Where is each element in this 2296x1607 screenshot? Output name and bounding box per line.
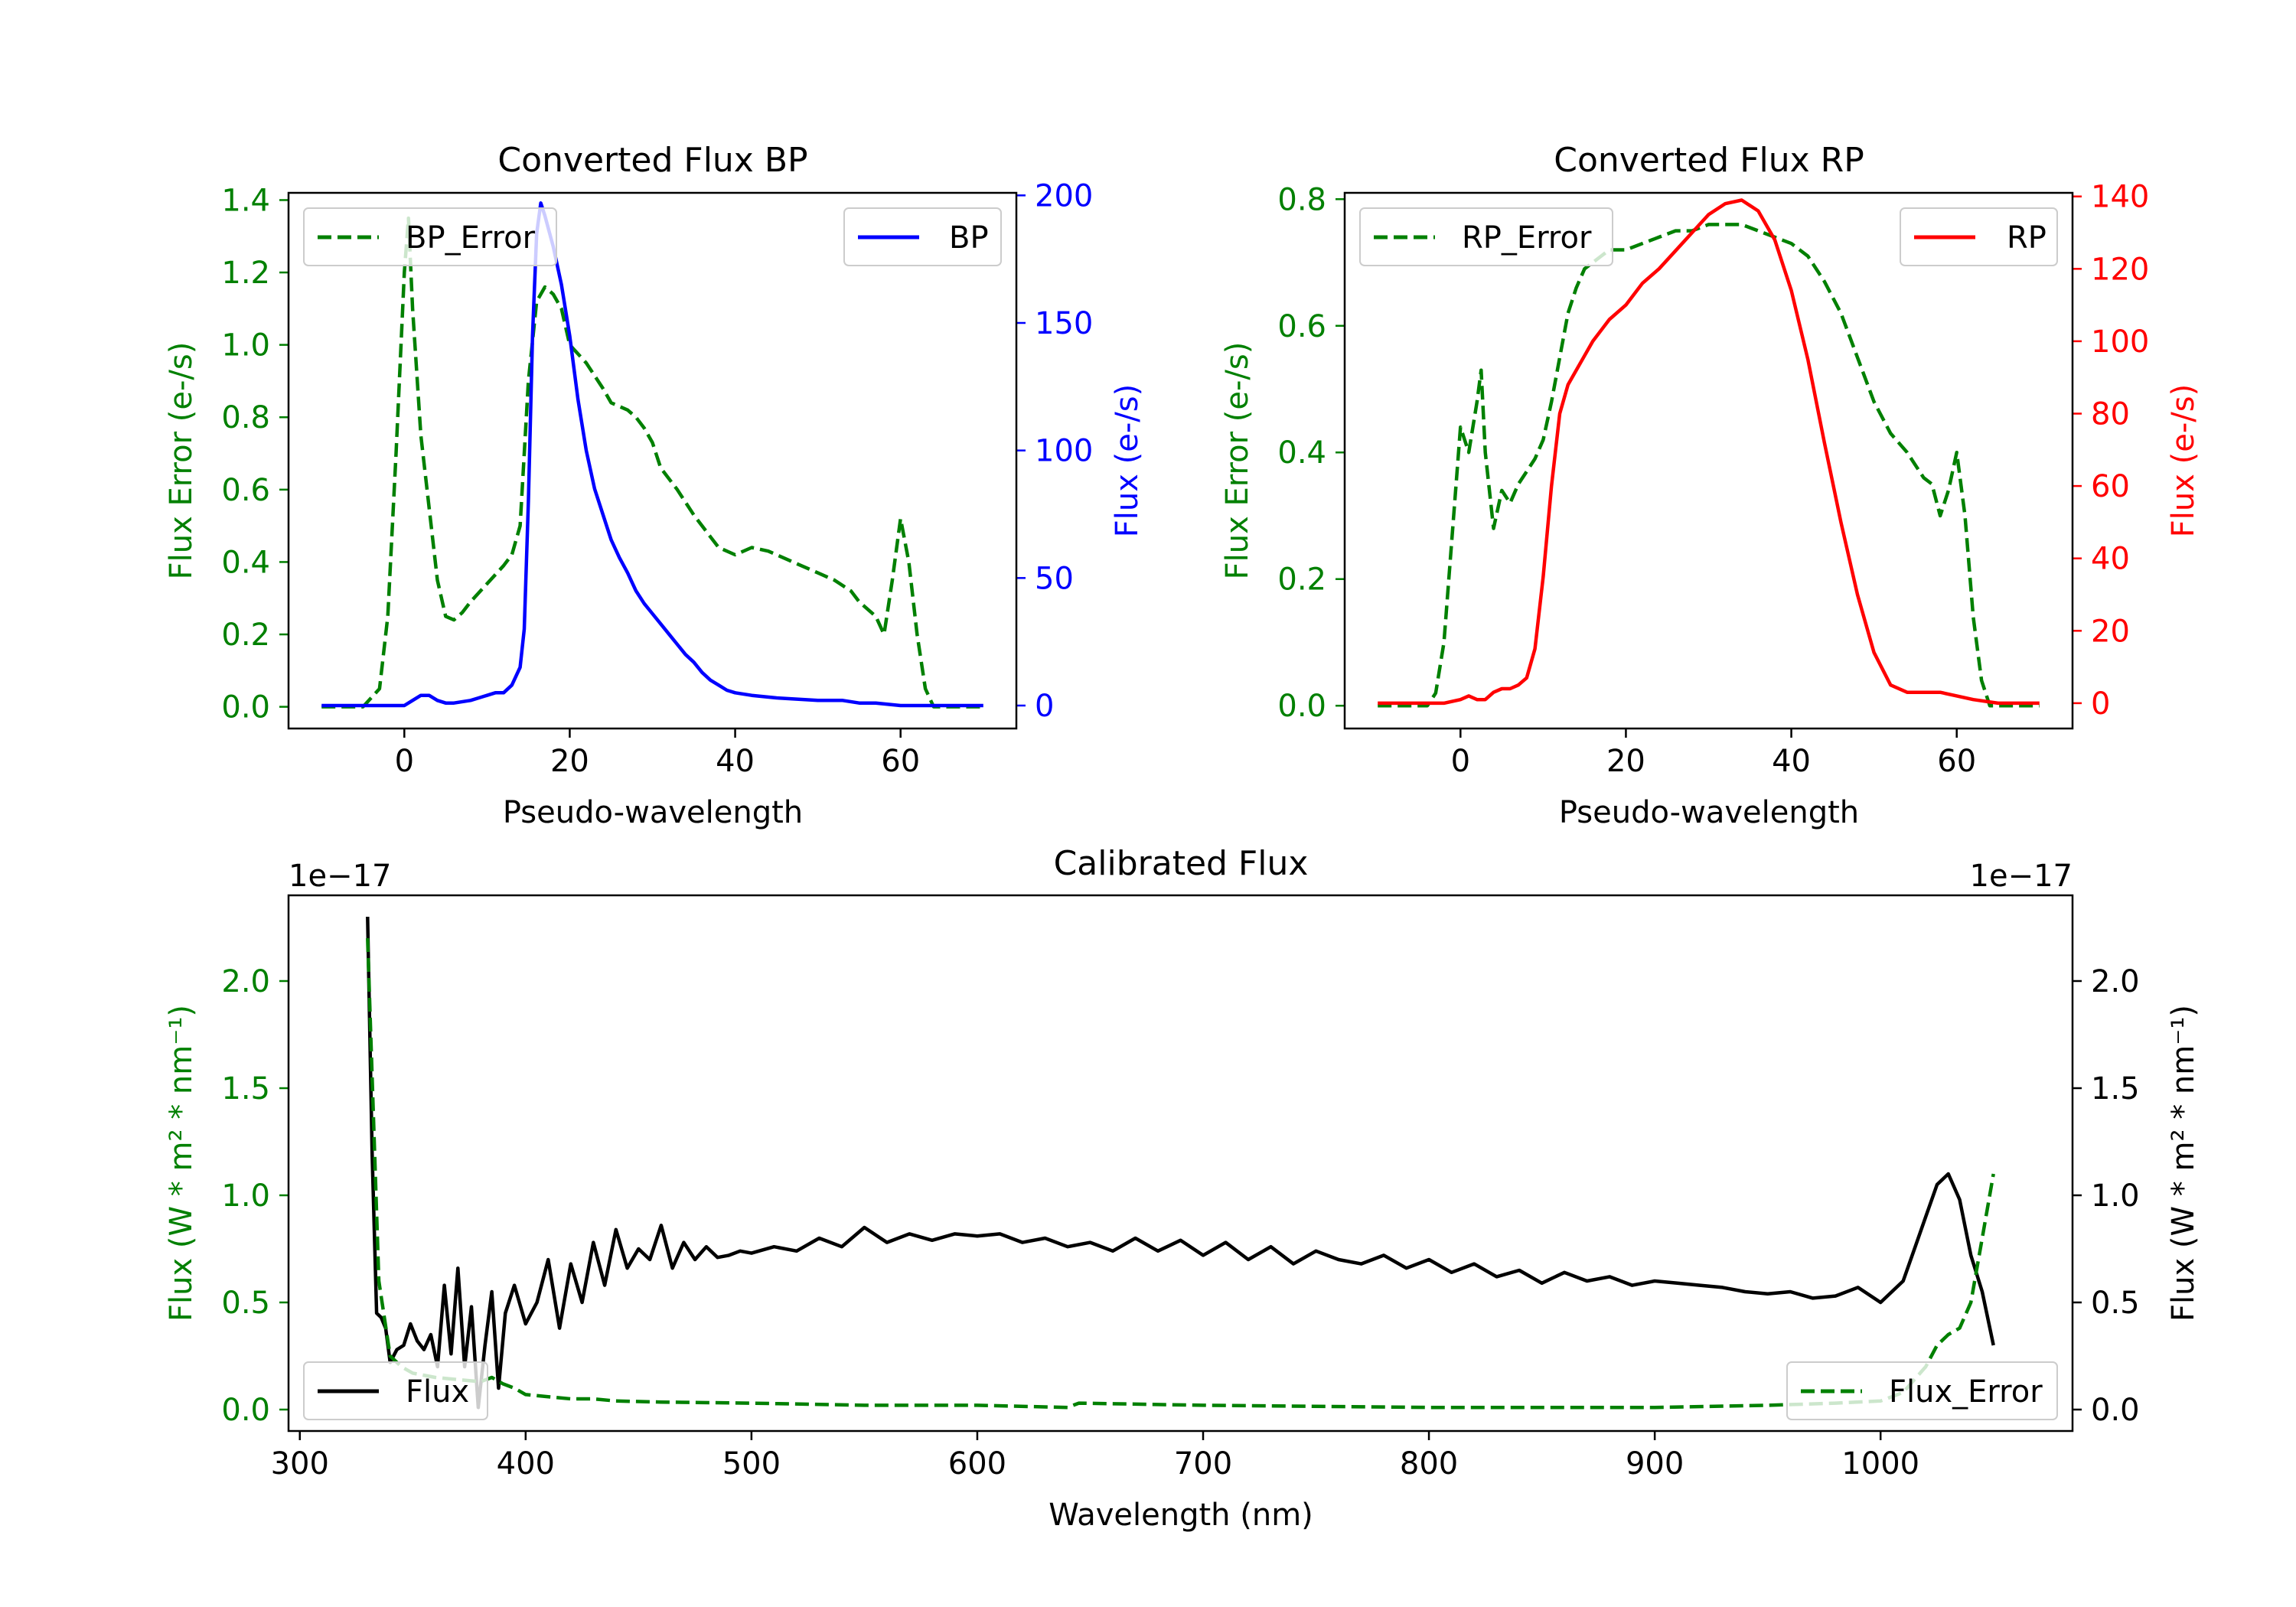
- series-line-flux-error: [366, 937, 1995, 1410]
- axes-frame-bp: [287, 191, 1018, 730]
- y-tick-label-left-calibrated: 2.0: [221, 964, 270, 999]
- y-tick-label-right-bp: 100: [1035, 434, 1093, 469]
- panel-rp: Converted Flux RP 0 20 40 60 0.0 0.2 0.4 0.6 0.8…: [1220, 141, 2201, 830]
- ylabel-left-calibrated: Flux (W * m² * nm⁻¹): [164, 1005, 199, 1322]
- y-tick-label-right-calibrated: 0.5: [2091, 1286, 2140, 1321]
- y-tick-label-right-rp: 100: [2091, 324, 2149, 360]
- x-tick-label-bp: 0: [395, 744, 414, 779]
- series-line-flux: [366, 916, 1995, 1410]
- x-tick-label-bp: 20: [550, 744, 589, 779]
- xlabel-calibrated: Wavelength (nm): [1049, 1498, 1313, 1533]
- offset-left-calibrated: 1e−17: [289, 859, 391, 894]
- y-tick-label-left-calibrated: 0.0: [221, 1393, 270, 1428]
- legend-rp: RP: [1900, 207, 2058, 266]
- y-tick-label-right-rp: 40: [2091, 542, 2130, 577]
- panel-calibrated: Calibrated Flux 300 400 500 600 700 800 900 100…: [164, 844, 2201, 1533]
- x-tick-label-rp: 0: [1451, 744, 1470, 779]
- legend-label-flux: Flux: [406, 1374, 469, 1410]
- xlabel-rp: Pseudo-wavelength: [1559, 795, 1859, 830]
- y-tick-label-right-calibrated: 1.5: [2091, 1071, 2140, 1107]
- y-tick-label-right-calibrated: 2.0: [2091, 964, 2140, 999]
- legend-label-rp-error: RP_Error: [1462, 220, 1592, 256]
- y-tick-label-right-rp: 140: [2091, 180, 2149, 215]
- y-tick-label-right-calibrated: 1.0: [2091, 1178, 2140, 1214]
- y-tick-label-left-bp: 0.4: [221, 545, 270, 580]
- legend-bp: BP: [843, 207, 1002, 266]
- y-tick-label-right-bp: 200: [1035, 178, 1093, 214]
- ylabel-left-rp: Flux Error (e-/s): [1220, 342, 1255, 580]
- panel-bp: Converted Flux BP 0 20 40 60 0.0 0.2 0.4 0.6 0.8…: [164, 141, 1145, 830]
- x-tick-label-calibrated: 500: [722, 1446, 781, 1482]
- ylabel-left-bp: Flux Error (e-/s): [164, 342, 199, 580]
- y-tick-label-left-calibrated: 0.5: [221, 1286, 270, 1321]
- legend-rp-error: RP_Error: [1359, 207, 1613, 266]
- x-tick-label-bp: 60: [881, 744, 920, 779]
- plot-area-rp: 0 20 40 60 0.0 0.2 0.4 0.6 0.8 0 20 40 60 80 100 120 140: [1277, 180, 2149, 779]
- plot-area-bp: 0 20 40 60 0.0 0.2 0.4 0.6 0.8 1.0 1.2 1.4 0 50 100 150…: [221, 178, 1093, 779]
- x-tick-label-calibrated: 300: [271, 1446, 329, 1482]
- legend-label-rp: RP: [2007, 220, 2047, 256]
- offset-right-calibrated: 1e−17: [1970, 859, 2073, 894]
- x-tick-label-calibrated: 800: [1400, 1446, 1458, 1482]
- series-line-bp-error: [321, 216, 983, 709]
- y-tick-label-left-bp: 0.0: [221, 690, 270, 725]
- legend-bp-error: BP_Error: [303, 207, 557, 266]
- y-tick-label-left-bp: 0.6: [221, 473, 270, 508]
- legend-label-flux-error: Flux_Error: [1889, 1374, 2043, 1410]
- legend-label-bp: BP: [949, 220, 989, 256]
- y-tick-label-right-bp: 0: [1035, 689, 1054, 724]
- xlabel-bp: Pseudo-wavelength: [503, 795, 803, 830]
- axes-frame-rp: [1343, 191, 2074, 730]
- y-tick-label-left-calibrated: 1.0: [221, 1178, 270, 1214]
- x-tick-label-calibrated: 400: [497, 1446, 555, 1482]
- y-tick-label-right-bp: 50: [1035, 561, 1074, 596]
- y-tick-label-left-bp: 1.4: [221, 183, 270, 218]
- ylabel-right-bp: Flux (e-/s): [1110, 384, 1145, 537]
- y-tick-label-left-rp: 0.8: [1277, 182, 1326, 217]
- x-tick-label-rp: 20: [1606, 744, 1645, 779]
- y-tick-label-left-rp: 0.4: [1277, 435, 1326, 471]
- x-tick-label-calibrated: 600: [948, 1446, 1006, 1482]
- series-line-rp: [1378, 198, 2040, 706]
- legend-flux: Flux: [303, 1361, 488, 1420]
- x-tick-label-bp: 40: [716, 744, 755, 779]
- y-tick-label-left-rp: 0.2: [1277, 562, 1326, 598]
- y-tick-label-right-calibrated: 0.0: [2091, 1393, 2140, 1428]
- y-tick-label-right-rp: 120: [2091, 252, 2149, 287]
- y-tick-label-left-bp: 1.2: [221, 256, 270, 291]
- y-tick-label-left-bp: 1.0: [221, 328, 270, 363]
- title-calibrated: Calibrated Flux: [1054, 844, 1309, 883]
- y-tick-label-left-rp: 0.0: [1277, 689, 1326, 724]
- y-tick-label-left-bp: 0.8: [221, 400, 270, 435]
- legend-label-bp-error: BP_Error: [406, 220, 536, 256]
- y-tick-label-right-bp: 150: [1035, 306, 1093, 341]
- x-tick-label-calibrated: 700: [1174, 1446, 1232, 1482]
- y-tick-label-left-bp: 0.2: [221, 618, 270, 653]
- axes-frame-calibrated: [287, 894, 2074, 1433]
- ylabel-right-rp: Flux (e-/s): [2166, 384, 2201, 537]
- ylabel-right-calibrated: Flux (W * m² * nm⁻¹): [2166, 1005, 2201, 1322]
- y-tick-label-right-rp: 60: [2091, 469, 2130, 504]
- series-line-bp: [321, 201, 983, 708]
- title-rp: Converted Flux RP: [1554, 141, 1864, 180]
- x-tick-label-calibrated: 900: [1626, 1446, 1684, 1482]
- x-tick-label-rp: 40: [1772, 744, 1811, 779]
- series-line-rp-error: [1378, 223, 2040, 708]
- x-tick-label-rp: 60: [1937, 744, 1976, 779]
- legend-flux-error: Flux_Error: [1786, 1361, 2058, 1420]
- x-tick-label-calibrated: 1000: [1841, 1446, 1919, 1482]
- y-tick-label-right-rp: 20: [2091, 614, 2130, 649]
- y-tick-label-left-calibrated: 1.5: [221, 1071, 270, 1107]
- y-tick-label-right-rp: 0: [2091, 686, 2110, 722]
- y-tick-label-right-rp: 80: [2091, 397, 2130, 432]
- y-tick-label-left-rp: 0.6: [1277, 309, 1326, 344]
- title-bp: Converted Flux BP: [497, 141, 807, 180]
